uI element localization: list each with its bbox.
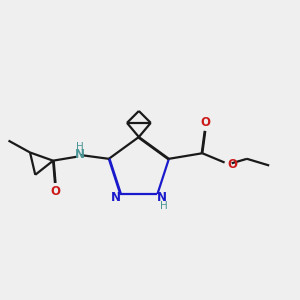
Text: O: O xyxy=(50,184,60,198)
Text: N: N xyxy=(111,190,121,204)
Text: O: O xyxy=(200,116,210,129)
Text: H: H xyxy=(76,142,84,152)
Text: N: N xyxy=(75,148,85,161)
Text: O: O xyxy=(228,158,238,171)
Text: N: N xyxy=(157,190,167,204)
Text: H: H xyxy=(160,201,168,211)
